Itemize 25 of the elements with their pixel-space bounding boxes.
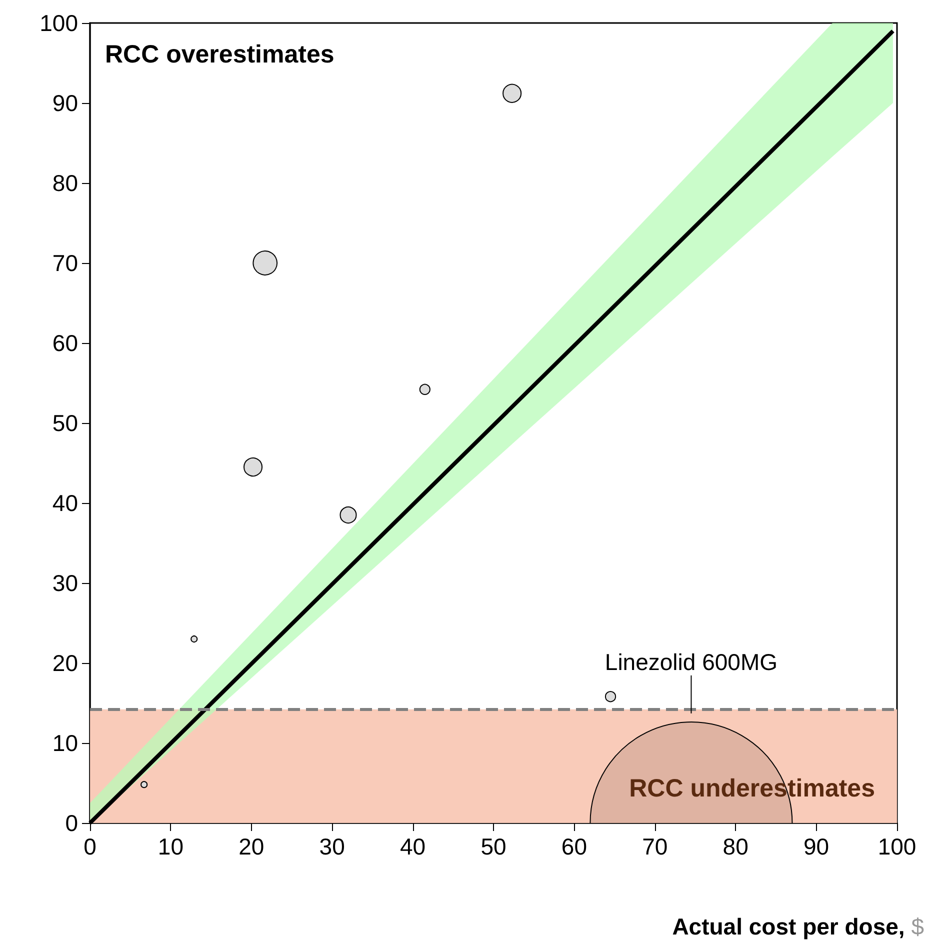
- annotation: Linezolid 600MG: [604, 648, 778, 675]
- x-tick-label: 0: [84, 834, 96, 860]
- x-tick-label: 10: [158, 834, 184, 860]
- y-tick-label: 50: [52, 410, 78, 436]
- x-tick-label: 40: [400, 834, 426, 860]
- annotation: RCC overestimates: [105, 40, 334, 68]
- y-tick-label: 80: [52, 170, 78, 196]
- x-tick-label: 20: [238, 834, 264, 860]
- x-tick-label: 90: [804, 834, 830, 860]
- x-tick-label: 30: [319, 834, 345, 860]
- x-axis-title: Actual cost per dose, $: [672, 914, 924, 940]
- x-tick-label: 100: [878, 834, 916, 860]
- y-tick-label: 100: [40, 10, 78, 36]
- x-tick-label: 50: [480, 834, 506, 860]
- y-tick-label: 0: [65, 810, 78, 836]
- y-tick-label: 90: [52, 90, 78, 116]
- x-tick-label: 70: [642, 834, 668, 860]
- y-tick-label: 30: [52, 570, 78, 596]
- y-tick-label: 70: [52, 250, 78, 276]
- y-tick-label: 10: [52, 730, 78, 756]
- y-tick-label: 20: [52, 650, 78, 676]
- x-tick-label: 60: [561, 834, 587, 860]
- y-tick-label: 40: [52, 490, 78, 516]
- y-tick-label: 60: [52, 330, 78, 356]
- x-tick-label: 80: [722, 834, 748, 860]
